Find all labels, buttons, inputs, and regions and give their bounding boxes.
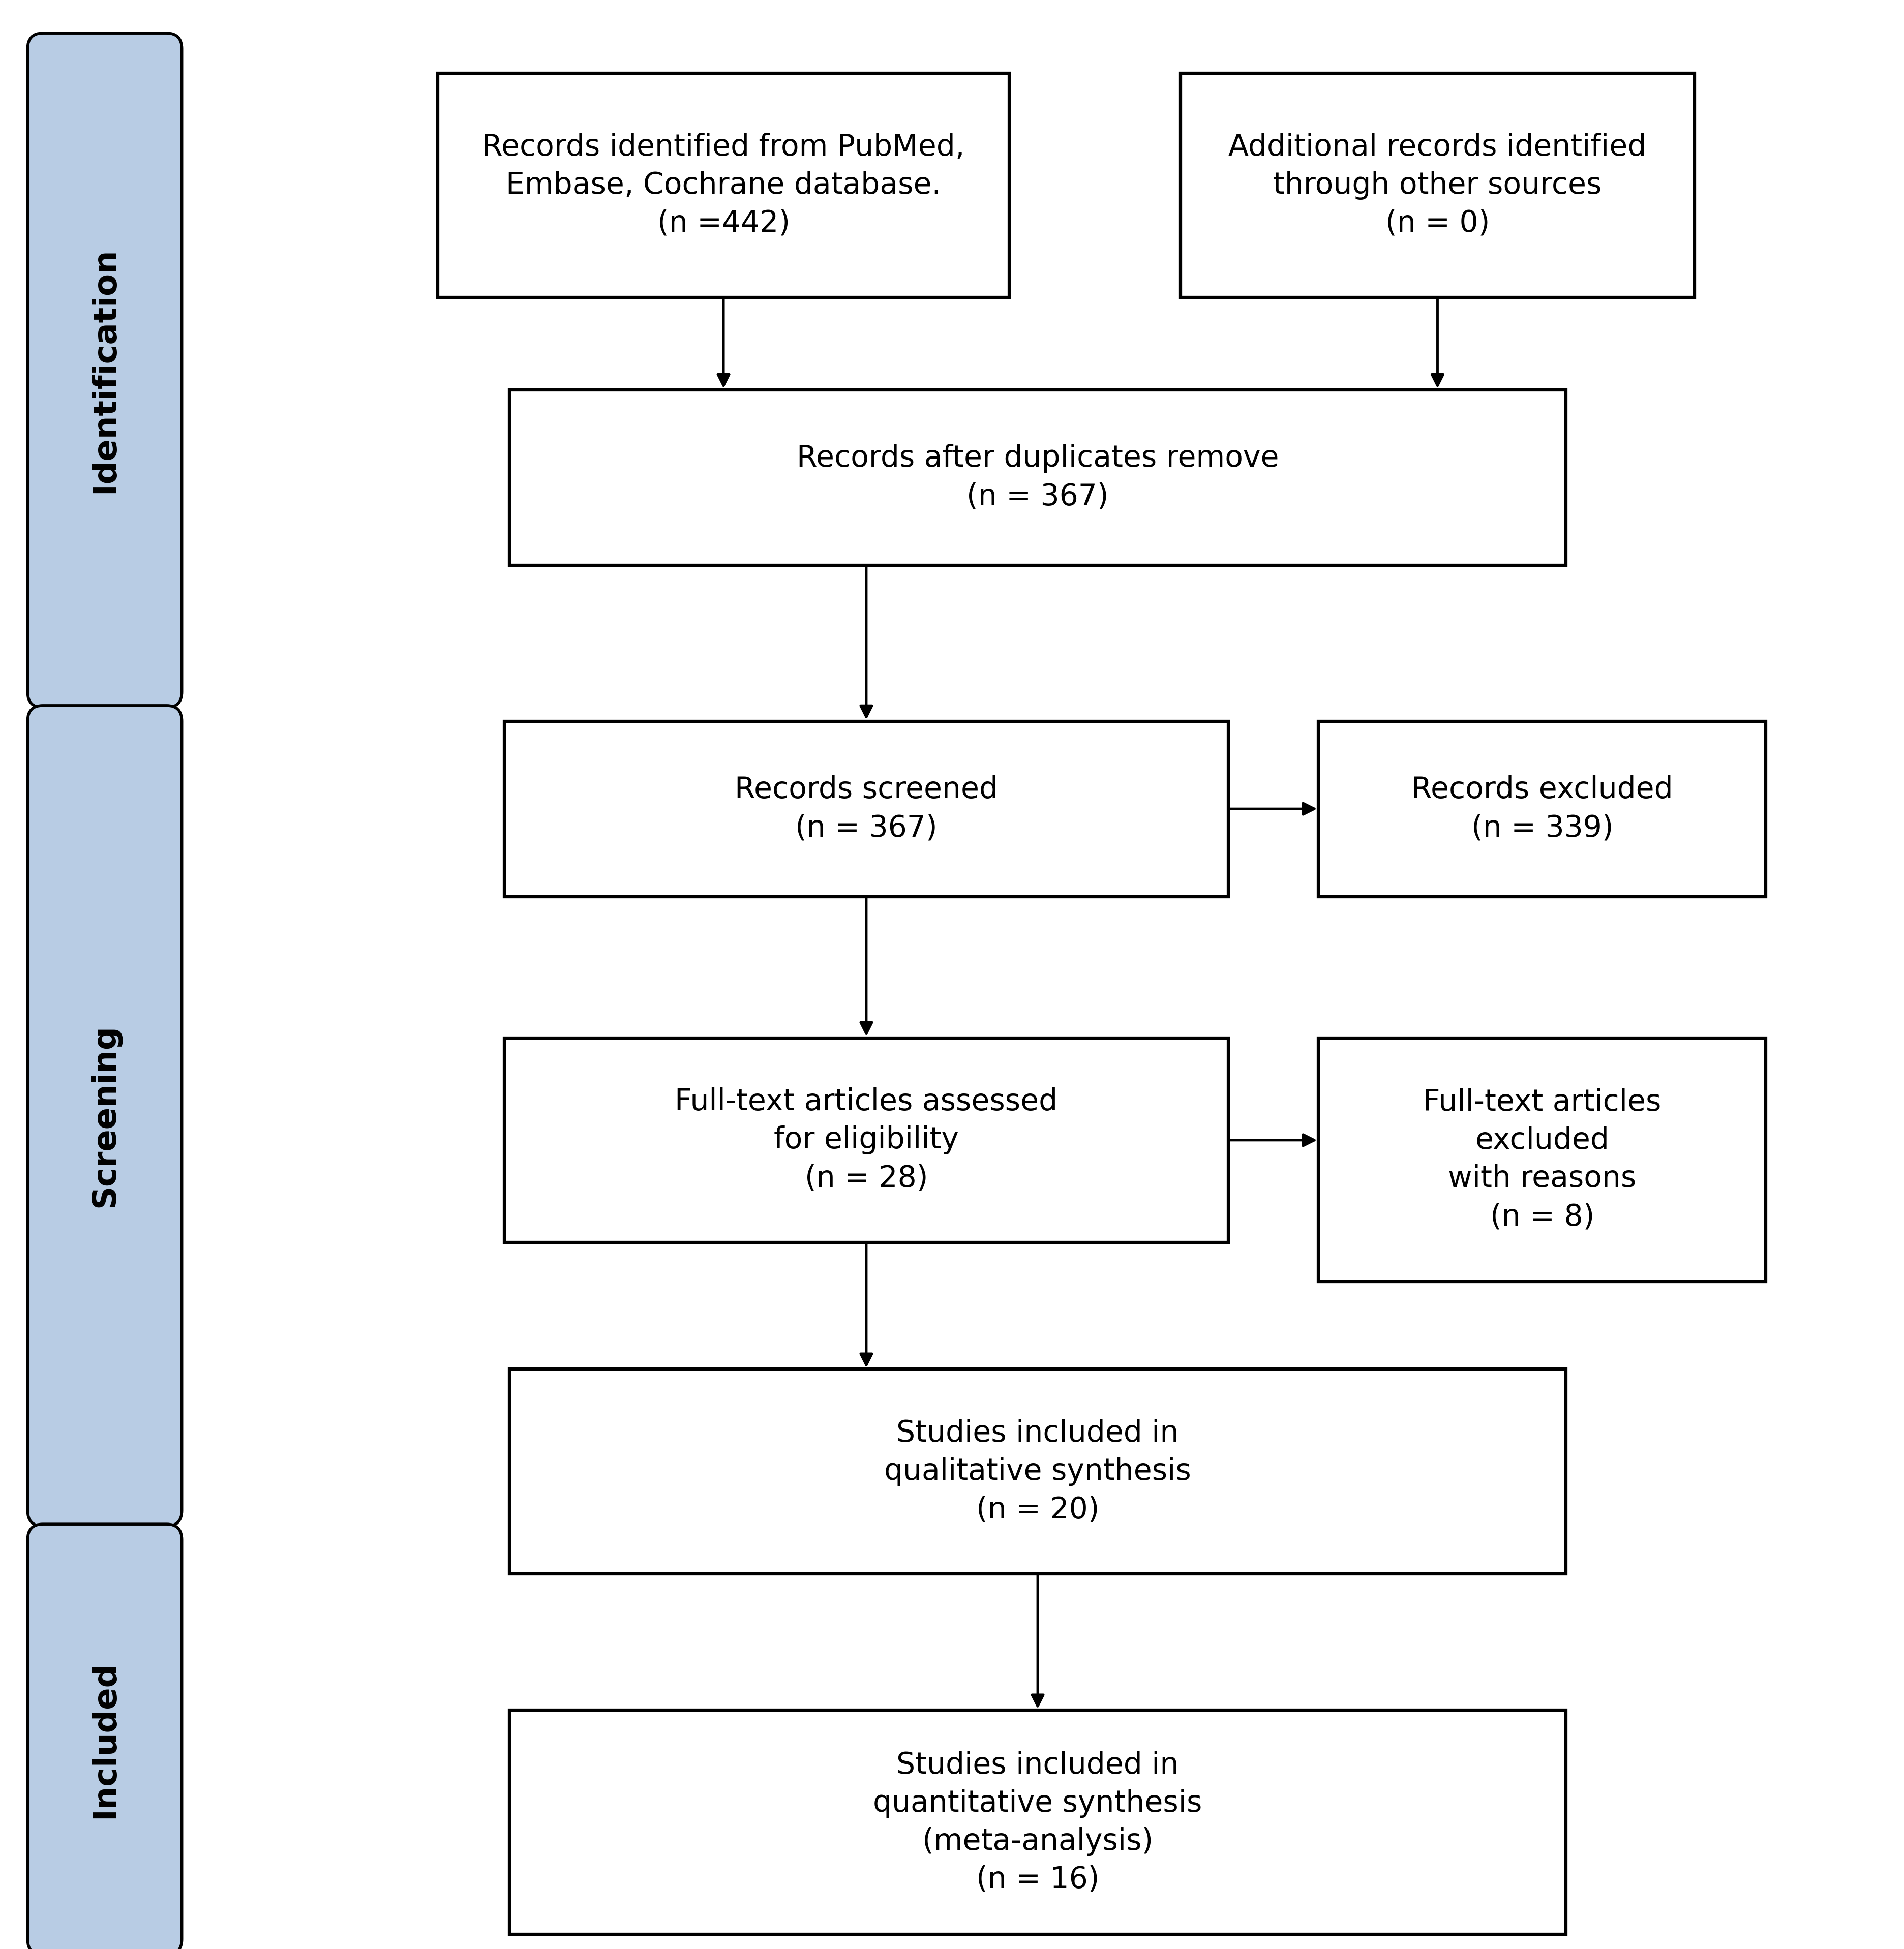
Text: Studies included in
qualitative synthesis
(n = 20): Studies included in qualitative synthesi… xyxy=(883,1419,1192,1524)
Text: Full-text articles assessed
for eligibility
(n = 28): Full-text articles assessed for eligibil… xyxy=(674,1088,1059,1193)
FancyBboxPatch shape xyxy=(438,74,1009,298)
Text: Full-text articles
excluded
with reasons
(n = 8): Full-text articles excluded with reasons… xyxy=(1422,1088,1662,1232)
Text: Identification: Identification xyxy=(89,248,120,493)
Text: Records screened
(n = 367): Records screened (n = 367) xyxy=(735,776,998,842)
FancyBboxPatch shape xyxy=(29,1524,183,1949)
Text: Records identified from PubMed,
Embase, Cochrane database.
(n =442): Records identified from PubMed, Embase, … xyxy=(482,133,965,238)
FancyBboxPatch shape xyxy=(29,33,183,707)
FancyBboxPatch shape xyxy=(1180,74,1695,298)
FancyBboxPatch shape xyxy=(505,1037,1228,1243)
FancyBboxPatch shape xyxy=(508,390,1565,565)
Text: Screening: Screening xyxy=(89,1023,120,1208)
FancyBboxPatch shape xyxy=(1319,721,1767,897)
FancyBboxPatch shape xyxy=(508,1711,1565,1933)
FancyBboxPatch shape xyxy=(505,721,1228,897)
Text: Included: Included xyxy=(89,1661,120,1818)
Text: Additional records identified
through other sources
(n = 0): Additional records identified through ot… xyxy=(1228,133,1647,238)
FancyBboxPatch shape xyxy=(29,706,183,1526)
Text: Records after duplicates remove
(n = 367): Records after duplicates remove (n = 367… xyxy=(796,444,1279,511)
Text: Studies included in
quantitative synthesis
(meta-analysis)
(n = 16): Studies included in quantitative synthes… xyxy=(874,1750,1201,1894)
FancyBboxPatch shape xyxy=(508,1368,1565,1575)
Text: Records excluded
(n = 339): Records excluded (n = 339) xyxy=(1411,776,1674,842)
FancyBboxPatch shape xyxy=(1319,1037,1767,1282)
